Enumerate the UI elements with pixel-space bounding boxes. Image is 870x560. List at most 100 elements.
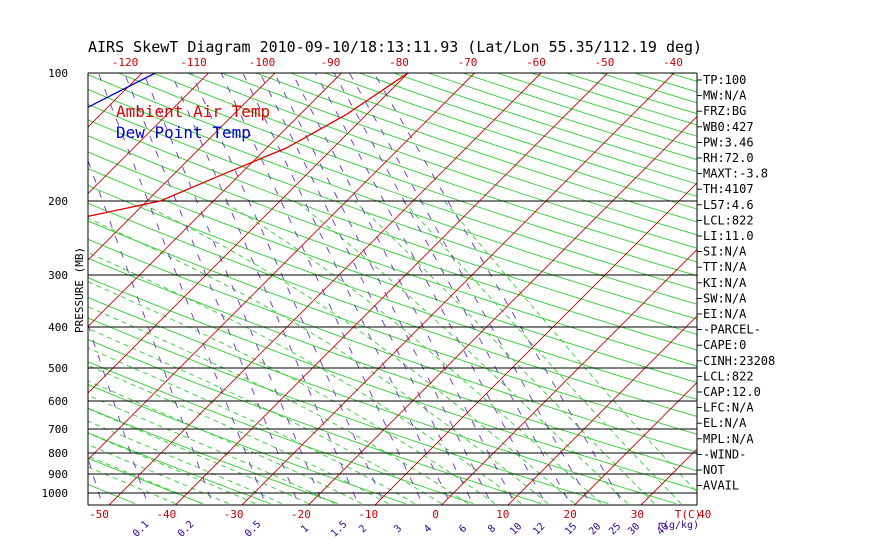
isotherm xyxy=(574,381,697,505)
dry-adiabat xyxy=(187,73,697,249)
index-entry: MPL:N/A xyxy=(703,432,754,446)
pressure-tick-label: 600 xyxy=(48,395,68,408)
isotherm xyxy=(88,73,209,195)
moist-adiabat xyxy=(88,408,309,505)
index-entry: MAXT:-3.8 xyxy=(703,167,768,181)
index-entry: MW:N/A xyxy=(703,89,747,103)
index-entry: NOT xyxy=(703,463,725,477)
mixing-ratio-line xyxy=(349,73,588,499)
isotherm xyxy=(88,73,342,328)
mixing-ratio-tick-label: 0.1 xyxy=(131,519,152,540)
index-entry: -PARCEL- xyxy=(703,323,761,337)
moist-adiabat xyxy=(88,380,362,505)
mixing-ratio-tick-label: 25 xyxy=(607,521,623,537)
mixing-ratio-line xyxy=(259,73,471,499)
dry-adiabat xyxy=(772,73,870,504)
pressure-tick-label: 800 xyxy=(48,447,68,460)
dry-adiabat xyxy=(393,73,697,173)
index-entry: EL:N/A xyxy=(703,416,747,430)
mixing-ratio-tick-label: 2 xyxy=(357,523,369,535)
isotherm xyxy=(308,115,697,505)
mixing-ratio-line xyxy=(333,73,568,499)
isotherm xyxy=(0,73,76,505)
moist-adiabat xyxy=(136,200,575,504)
mixing-ratio-line xyxy=(88,159,211,499)
moist-adiabat xyxy=(88,281,495,504)
index-entry: CINH:23208 xyxy=(703,354,775,368)
index-entry: WB0:427 xyxy=(703,120,754,134)
index-entry: AVAIL xyxy=(703,479,739,493)
dry-adiabat xyxy=(88,277,697,491)
index-entry: -WIND- xyxy=(703,447,746,461)
mixing-ratio-line xyxy=(315,73,544,499)
legend-dew-point-temp: Dew Point Temp xyxy=(116,123,251,142)
isotherm xyxy=(88,73,276,261)
mixing-ratio-tick-label: 30 xyxy=(626,521,642,537)
data-layer xyxy=(88,73,409,218)
isotherm xyxy=(0,73,9,505)
dry-adiabat xyxy=(841,73,870,504)
isotherm xyxy=(88,73,475,461)
mixing-ratio-tick-label: 4 xyxy=(422,523,434,535)
y-axis-label: PRESSURE (MB) xyxy=(73,247,86,333)
moist-adiabat xyxy=(221,200,602,504)
dry-adiabat xyxy=(496,73,697,137)
top-temp-tick-label: -70 xyxy=(458,56,478,69)
moist-adiabat xyxy=(354,200,655,504)
index-entry: TH:4107 xyxy=(703,182,754,196)
bottom-temp-tick-label: 40 xyxy=(698,508,711,521)
index-entry: TT:N/A xyxy=(703,260,747,274)
dry-adiabat xyxy=(88,151,697,367)
mixing-ratio-tick-label: 20 xyxy=(587,521,603,537)
moist-adiabat xyxy=(88,364,389,504)
top-temp-tick-label: -110 xyxy=(180,56,207,69)
index-entry: SI:N/A xyxy=(703,245,747,259)
moist-adiabat xyxy=(88,252,522,504)
bottom-temp-tick-label: -10 xyxy=(358,508,378,521)
top-temp-tick-label: -100 xyxy=(249,56,276,69)
dry-adiabat xyxy=(88,220,697,435)
dry-adiabat xyxy=(88,88,697,305)
mixing-ratio-tick-label: 1.5 xyxy=(329,519,350,540)
dry-adiabat xyxy=(88,257,697,472)
dry-adiabat xyxy=(88,135,697,351)
legend-ambient-air-temp: Ambient Air Temp xyxy=(116,102,270,121)
index-entry: LCL:822 xyxy=(703,369,754,383)
index-entry: LCL:822 xyxy=(703,213,754,227)
mixing-ratio-tick-label: 12 xyxy=(531,521,547,537)
index-entry: SW:N/A xyxy=(703,291,747,305)
mixing-ratio-line xyxy=(170,73,357,499)
mixing-ratio-tick-label: 6 xyxy=(457,523,469,535)
index-entry: LFC:N/A xyxy=(703,401,754,415)
mixing-ratio-tick-label: 8 xyxy=(486,523,498,535)
bottom-temp-tick-label: 0 xyxy=(432,508,439,521)
dry-adiabat xyxy=(462,73,697,149)
moist-adiabat xyxy=(88,347,416,504)
mixing-ratio-line xyxy=(373,73,621,499)
top-temp-tick-label: -60 xyxy=(526,56,546,69)
index-entry: RH:72.0 xyxy=(703,151,754,165)
isotherm xyxy=(108,73,542,505)
moist-adiabat xyxy=(88,432,256,505)
mixing-ratio-line xyxy=(123,73,297,499)
bottom-temp-tick-label: -30 xyxy=(224,508,244,521)
dry-adiabat xyxy=(118,73,697,277)
index-entry: CAP:12.0 xyxy=(703,385,761,399)
bottom-temp-tick-label: 20 xyxy=(563,508,576,521)
isotherm xyxy=(241,73,675,505)
top-temp-tick-label: -40 xyxy=(663,56,683,69)
index-entry: PW:3.46 xyxy=(703,135,754,149)
ambient-air-temp-line xyxy=(88,73,409,218)
index-entry: L57:4.6 xyxy=(703,198,754,212)
mixing-ratio-tick-label: 10 xyxy=(508,521,524,537)
mixing-ratio-unit-label: r(g/kg) xyxy=(657,520,699,531)
bottom-temp-tick-label: -50 xyxy=(89,508,109,521)
index-entry: CAPE:0 xyxy=(703,338,746,352)
mixing-ratio-line xyxy=(143,73,321,499)
bottom-temp-tick-label: 30 xyxy=(631,508,644,521)
moist-adiabat xyxy=(88,306,469,504)
dry-adiabat xyxy=(88,185,697,400)
mixing-ratio-line xyxy=(97,73,264,499)
dry-adiabat xyxy=(88,168,697,384)
